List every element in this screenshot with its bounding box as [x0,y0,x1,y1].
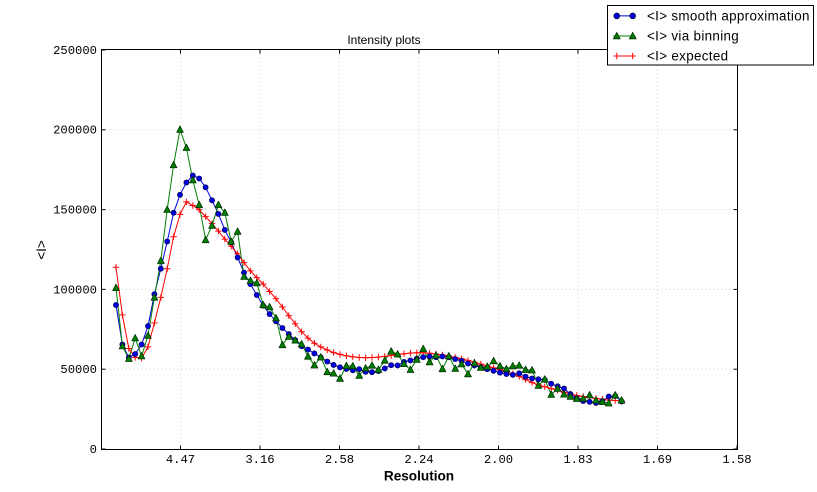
svg-text:1.58: 1.58 [722,453,751,467]
svg-text:1.83: 1.83 [563,453,592,467]
svg-text:50000: 50000 [60,363,97,377]
svg-text:2.00: 2.00 [484,453,513,467]
svg-text:<I> smooth approximation: <I> smooth approximation [647,9,810,24]
svg-text:2.58: 2.58 [325,453,354,467]
svg-text:250000: 250000 [53,44,97,58]
svg-text:3.16: 3.16 [245,453,274,467]
svg-text:Resolution: Resolution [384,469,454,484]
svg-text:<I>: <I> [34,240,49,260]
svg-text:0: 0 [90,443,97,457]
svg-text:100000: 100000 [53,283,97,297]
svg-text:1.69: 1.69 [643,453,672,467]
svg-text:200000: 200000 [53,124,97,138]
svg-text:4.47: 4.47 [166,453,195,467]
svg-text:<I> via binning: <I> via binning [647,29,739,44]
svg-text:<I> expected: <I> expected [647,49,728,64]
svg-text:150000: 150000 [53,204,97,218]
svg-text:2.24: 2.24 [404,453,433,467]
svg-text:Intensity plots: Intensity plots [347,33,420,47]
